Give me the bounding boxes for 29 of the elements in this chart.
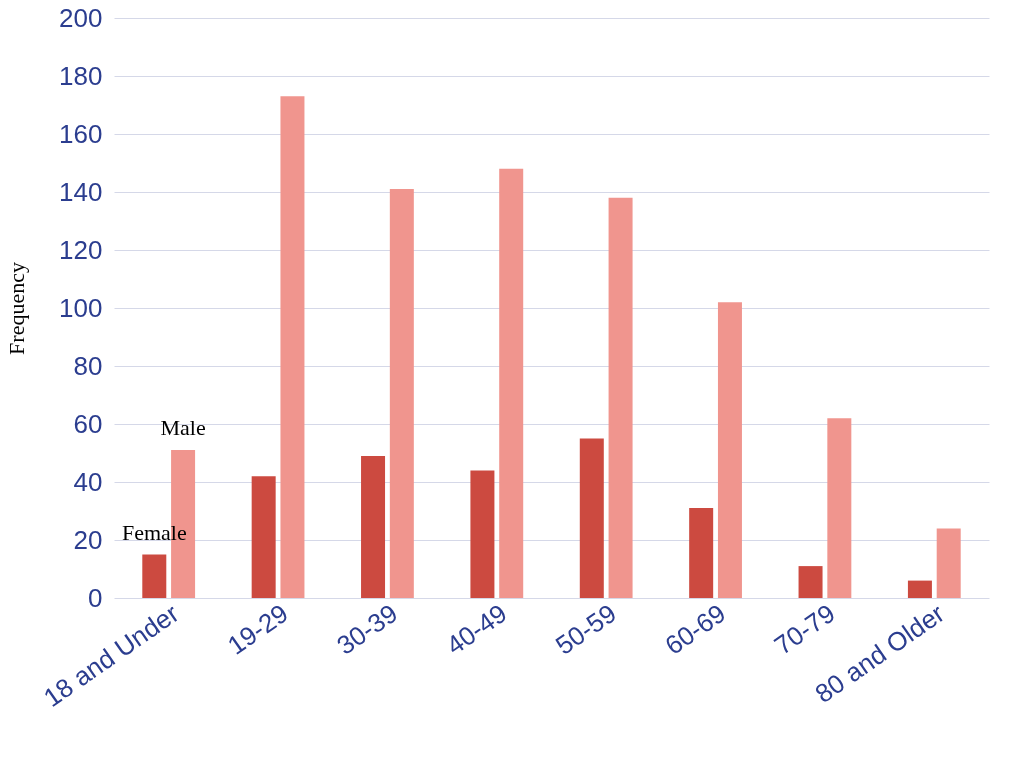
y-tick-label: 200 bbox=[59, 2, 103, 33]
bar bbox=[470, 470, 495, 598]
y-axis-title: Frequency bbox=[4, 262, 30, 355]
bar bbox=[936, 528, 961, 598]
bar bbox=[280, 96, 305, 598]
y-tick-label: 100 bbox=[59, 292, 103, 323]
bar bbox=[499, 168, 524, 598]
bar bbox=[579, 438, 604, 598]
y-tick-label: 40 bbox=[73, 466, 103, 497]
bar bbox=[251, 476, 276, 598]
y-tick-label: 60 bbox=[73, 408, 103, 439]
series-label: Male bbox=[160, 415, 206, 441]
bar bbox=[361, 455, 386, 598]
bar bbox=[717, 302, 742, 598]
y-tick-label: 140 bbox=[59, 176, 103, 207]
bar bbox=[798, 566, 823, 598]
y-tick-label: 0 bbox=[88, 582, 103, 613]
y-tick-label: 160 bbox=[59, 118, 103, 149]
bar bbox=[608, 197, 633, 598]
y-tick-label: 20 bbox=[73, 524, 103, 555]
y-tick-label: 120 bbox=[59, 234, 103, 265]
y-tick-label: 80 bbox=[73, 350, 103, 381]
series-label: Female bbox=[121, 519, 187, 545]
bar bbox=[907, 580, 932, 598]
bar bbox=[142, 554, 167, 598]
bar bbox=[827, 418, 852, 598]
y-tick-label: 180 bbox=[59, 60, 103, 91]
bar bbox=[689, 508, 714, 598]
bar bbox=[389, 189, 414, 598]
